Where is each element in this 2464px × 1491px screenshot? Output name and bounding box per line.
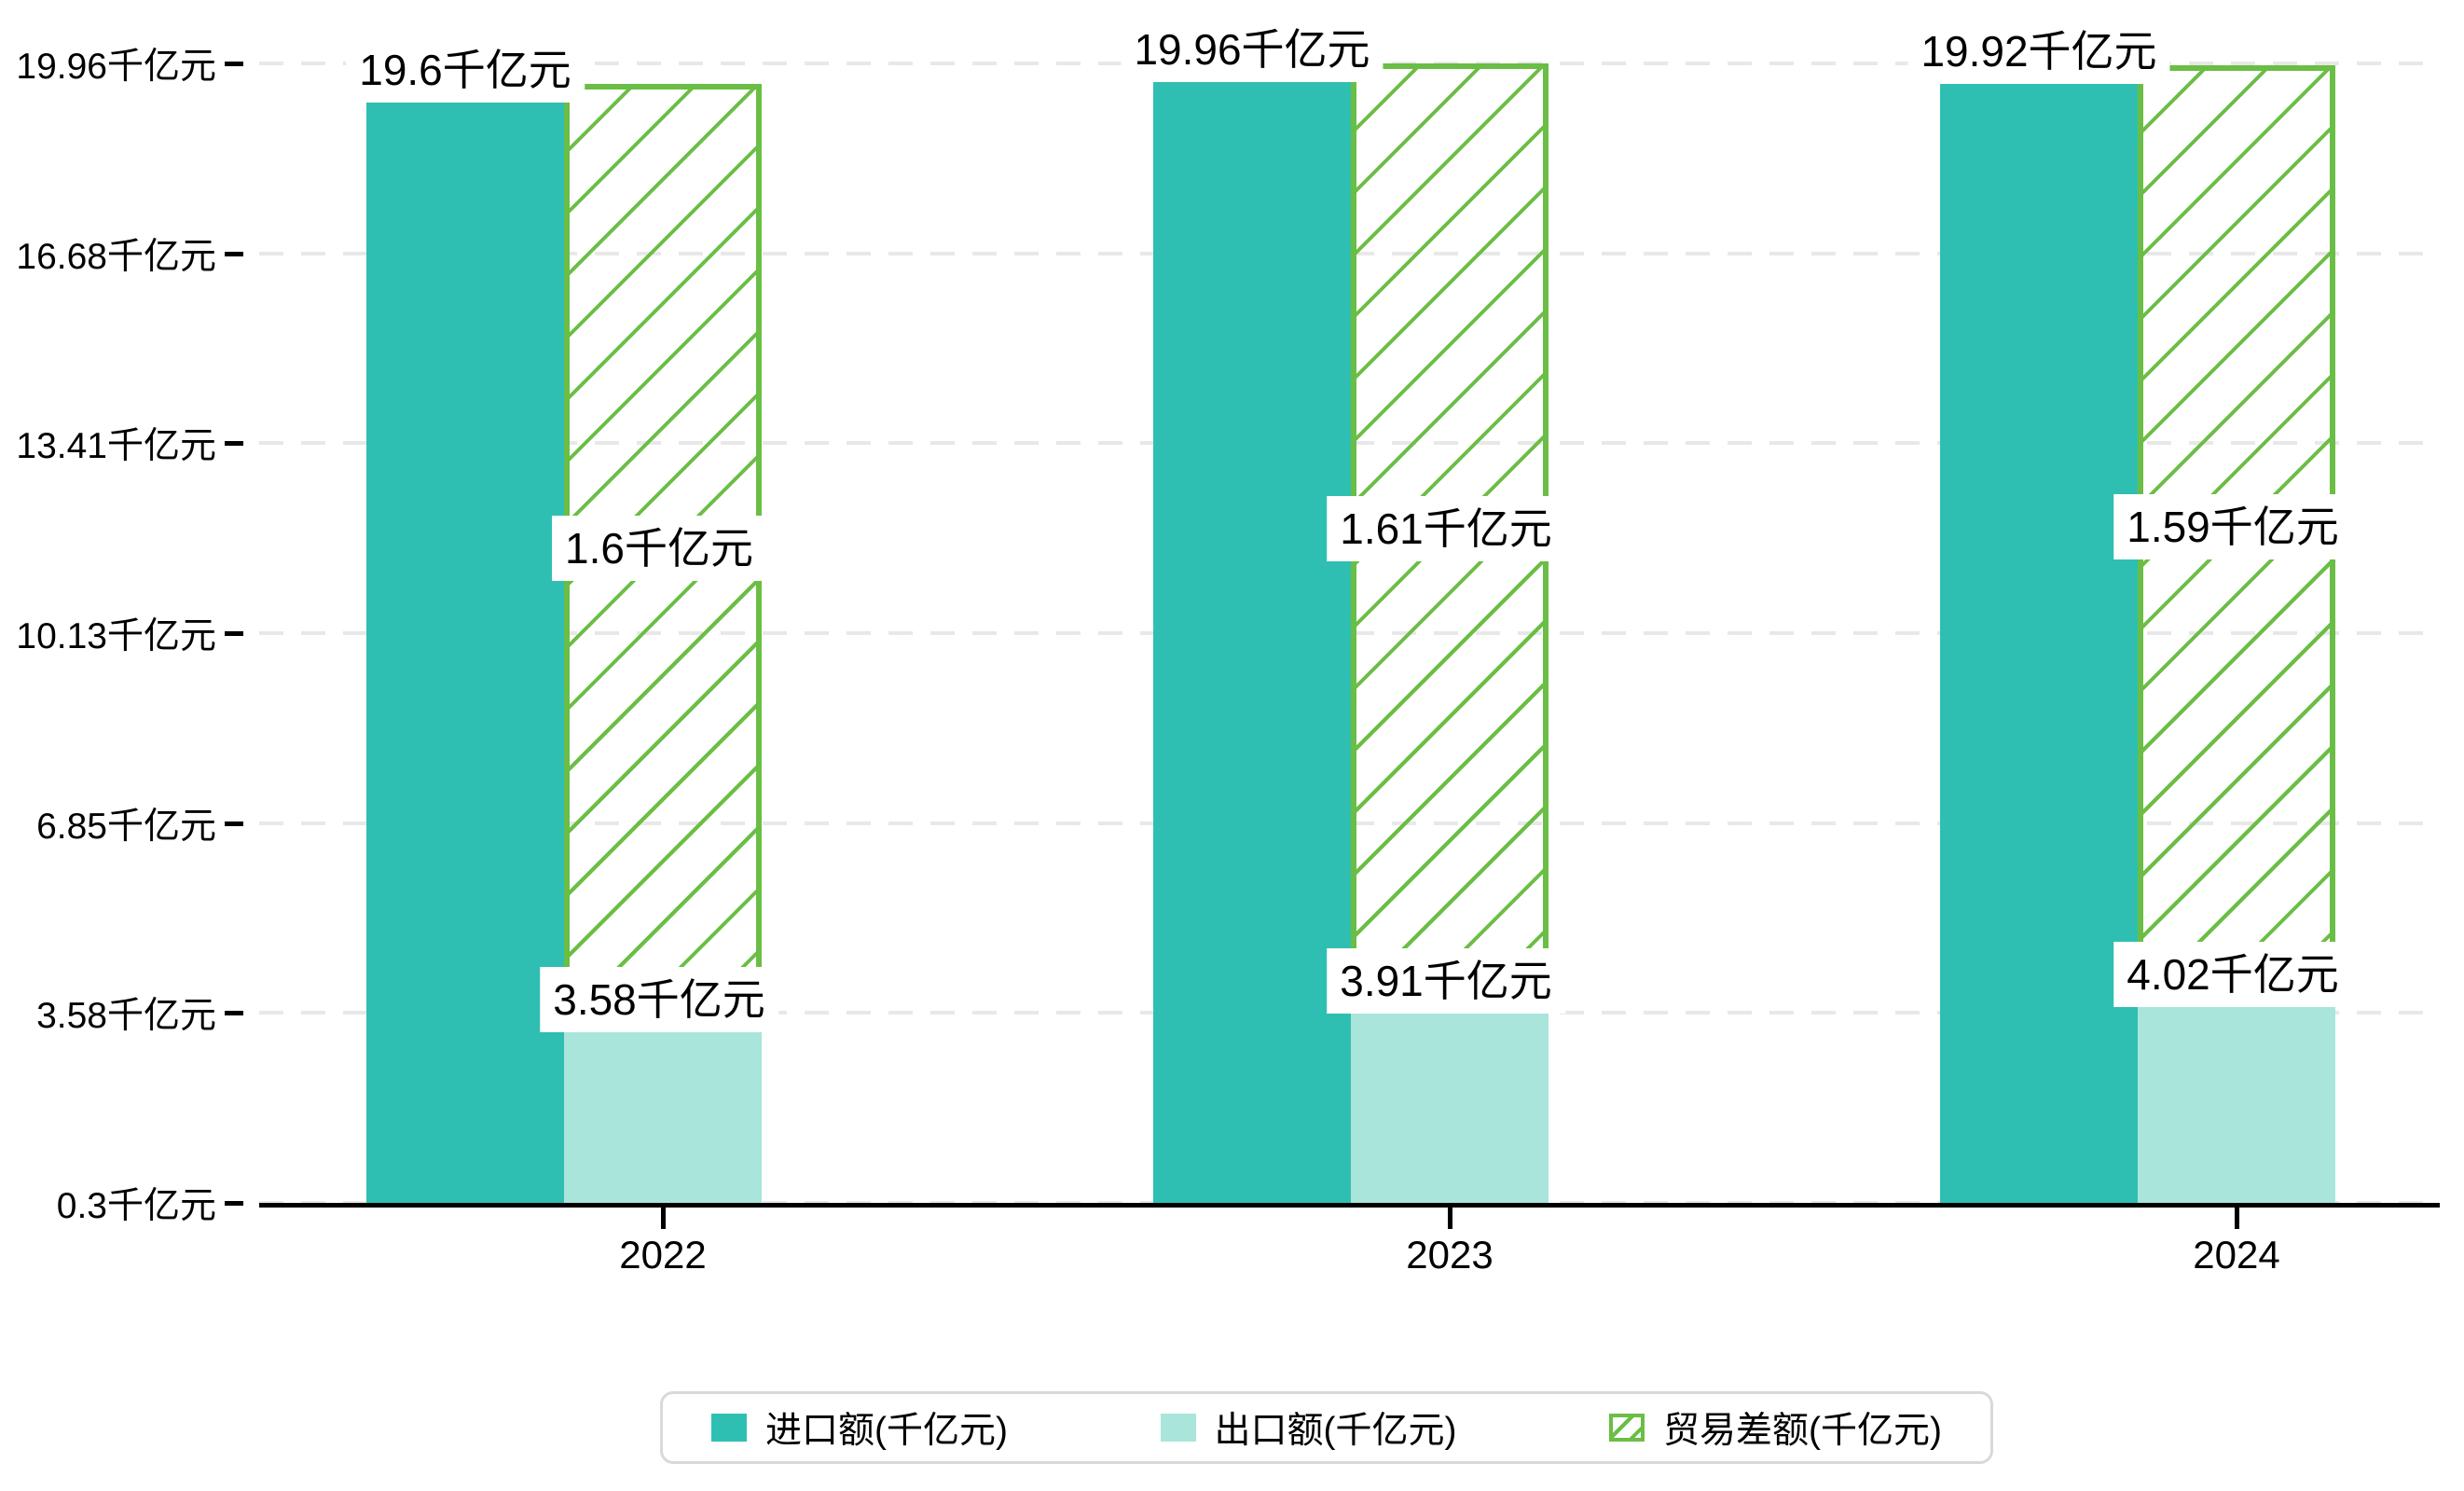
y-axis-tick-mark	[225, 631, 243, 636]
export-bar	[564, 1013, 762, 1207]
y-axis-tick-label: 6.85千亿元	[36, 807, 216, 847]
x-axis-line	[259, 1203, 2440, 1208]
y-axis-tick-mark	[225, 62, 243, 66]
export-bar	[1351, 994, 1549, 1207]
import-value-label: 19.92千亿元	[1907, 19, 2170, 84]
import-value-label: 19.6千亿元	[346, 37, 585, 103]
y-axis-tick-label: 19.96千亿元	[16, 47, 216, 87]
export-swatch-icon	[1160, 1414, 1196, 1442]
export-value-label: 3.91千亿元	[1327, 948, 1565, 1014]
export-value-label: 4.02千亿元	[2113, 942, 2352, 1007]
export-bar	[2138, 987, 2335, 1207]
import-value-label: 19.96千亿元	[1121, 17, 1383, 82]
import-bar	[1153, 63, 1351, 1207]
y-axis-tick-label: 10.13千亿元	[16, 616, 216, 656]
x-axis-tick-mark	[2235, 1207, 2239, 1229]
legend-item-import: 进口额(千亿元)	[711, 1401, 1008, 1454]
y-axis-tick-mark	[225, 1201, 243, 1206]
y-axis-tick-label: 3.58千亿元	[36, 996, 216, 1036]
legend-label-balance: 贸易差额(千亿元)	[1663, 1411, 1942, 1451]
x-axis-tick-label: 2024	[2193, 1233, 2280, 1277]
export-value-label: 3.58千亿元	[540, 967, 778, 1032]
legend-item-balance: 贸易差额(千亿元)	[1609, 1401, 1942, 1454]
y-axis-tick-label: 16.68千亿元	[16, 237, 216, 277]
y-axis-tick-mark	[225, 252, 243, 256]
legend-label-import: 进口额(千亿元)	[765, 1411, 1008, 1451]
trade-balance-value-label: 1.6千亿元	[552, 516, 766, 581]
import-bar	[366, 84, 564, 1207]
y-axis-tick-label: 13.41千亿元	[16, 426, 216, 466]
y-axis-tick-mark	[225, 1011, 243, 1015]
trade-balance-value-label: 1.59千亿元	[2113, 494, 2352, 559]
trade-balance-value-label: 1.61千亿元	[1327, 496, 1565, 561]
y-axis-tick-label: 0.3千亿元	[56, 1186, 216, 1226]
trade-balance-swatch-icon	[1609, 1414, 1645, 1442]
x-axis-tick-mark	[661, 1207, 666, 1229]
x-axis-tick-label: 2023	[1406, 1233, 1494, 1277]
chart-legend: 进口额(千亿元) 出口额(千亿元) 贸易差额(千亿元)	[660, 1391, 1993, 1464]
legend-item-export: 出口额(千亿元)	[1160, 1401, 1457, 1454]
x-axis-tick-label: 2022	[619, 1233, 707, 1277]
y-axis-tick-mark	[225, 821, 243, 826]
import-swatch-icon	[711, 1414, 747, 1442]
y-axis-tick-mark	[225, 441, 243, 446]
legend-label-export: 出口额(千亿元)	[1214, 1411, 1457, 1451]
import-bar	[1940, 65, 2138, 1207]
x-axis-tick-mark	[1448, 1207, 1452, 1229]
